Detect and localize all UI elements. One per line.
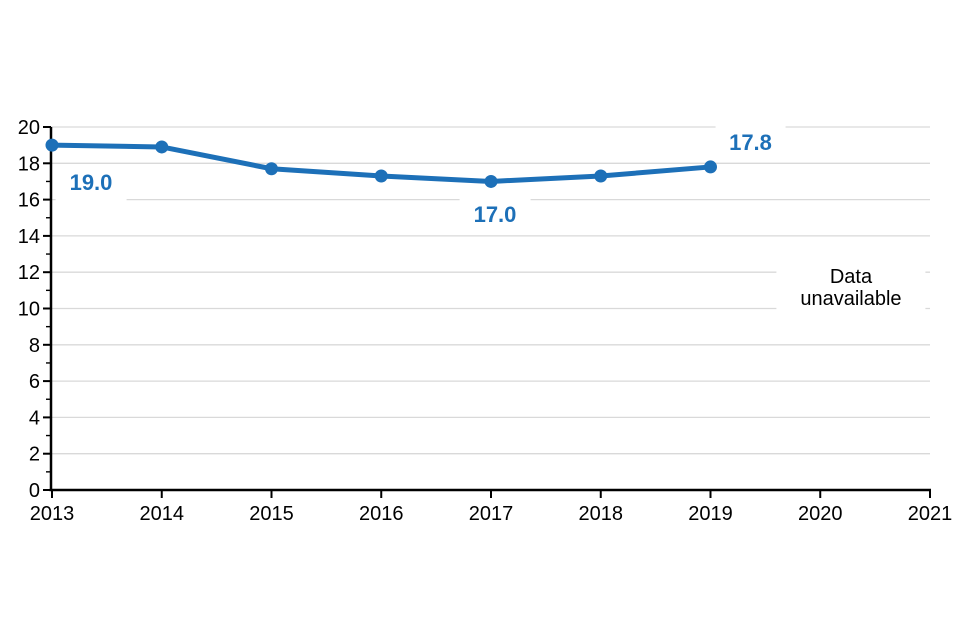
x-tick-label: 2015: [249, 503, 294, 525]
x-tick-label: 2016: [359, 503, 404, 525]
x-tick-label: 2017: [469, 503, 514, 525]
data-point-2013: [45, 138, 59, 152]
y-tick-label: 8: [29, 335, 40, 357]
data-point-2019: [704, 160, 717, 174]
y-tick-label: 16: [18, 190, 40, 212]
data-label-2013: 19.0: [55, 164, 127, 203]
x-tick-label: 2019: [688, 503, 733, 525]
y-tick-label: 10: [18, 299, 40, 321]
y-tick-label: 4: [29, 407, 40, 429]
x-tick-label: 2014: [140, 503, 185, 525]
x-tick-label: 2021: [908, 503, 953, 525]
y-tick-label: 18: [18, 153, 40, 175]
y-tick-label: 14: [18, 226, 40, 248]
note-line-2: unavailable: [800, 287, 902, 310]
x-tick-label: 2013: [30, 503, 75, 525]
data-label-2019: 17.8: [715, 123, 786, 162]
data-point-2015: [265, 162, 278, 176]
x-tick-label: 2018: [579, 503, 624, 525]
data-point-2014: [155, 140, 169, 154]
data-point-2018: [594, 169, 608, 183]
note-line-1: Data: [829, 265, 873, 288]
x-tick-label: 2020: [798, 503, 843, 525]
data-point-2017: [484, 174, 498, 188]
data-label-2017: 17.0: [459, 196, 531, 235]
data-point-2016: [374, 169, 388, 183]
y-tick-label: 0: [29, 480, 40, 502]
data-unavailable-note: Data unavailable: [776, 260, 926, 315]
y-tick-label: 6: [29, 371, 40, 393]
y-tick-label: 2: [29, 444, 40, 466]
y-tick-label: 12: [18, 262, 40, 284]
y-tick-label: 20: [18, 117, 40, 139]
